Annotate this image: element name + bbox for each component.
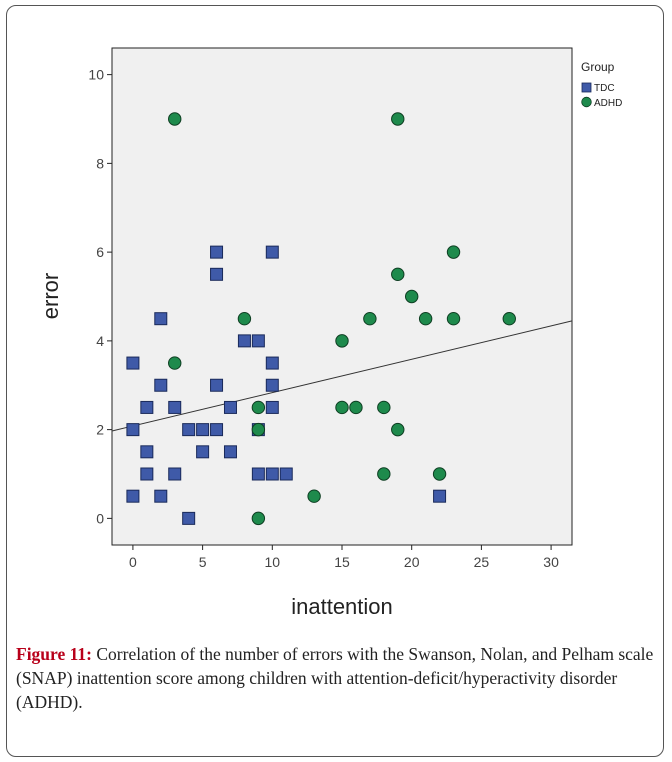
point-adhd [237, 311, 252, 326]
plot-area [111, 47, 573, 546]
caption-text: Correlation of the number of errors with… [16, 644, 654, 712]
y-tick-label: 10 [88, 67, 104, 83]
y-tick-label: 8 [96, 155, 104, 171]
point-adhd [502, 311, 516, 326]
fit-line [111, 320, 573, 432]
x-tick-label: 0 [129, 554, 137, 570]
point-adhd [432, 467, 447, 481]
point-tdc [237, 334, 251, 348]
point-tdc [126, 423, 140, 437]
point-tdc [279, 467, 293, 481]
point-adhd [446, 245, 461, 259]
point-adhd [377, 467, 391, 481]
point-adhd [335, 400, 349, 415]
point-tdc [265, 400, 279, 414]
point-tdc [182, 511, 196, 525]
y-axis-title: error [38, 273, 63, 319]
point-tdc [154, 489, 168, 503]
point-adhd [168, 356, 182, 370]
point-tdc [223, 445, 237, 459]
point-tdc [210, 423, 224, 437]
point-tdc [126, 489, 140, 503]
x-axis-title: inattention [291, 594, 393, 619]
x-tick-label: 10 [265, 554, 281, 570]
point-tdc [265, 378, 279, 392]
point-adhd [251, 511, 266, 526]
point-adhd [349, 400, 363, 415]
point-adhd [363, 311, 377, 326]
point-tdc [265, 467, 279, 481]
legend-label-tdc: TDC [594, 83, 615, 94]
legend: Group TDC ADHD [581, 60, 622, 109]
point-adhd [418, 311, 433, 326]
data-points [126, 112, 516, 526]
point-tdc [168, 467, 182, 481]
caption-label: Figure 11: [16, 644, 92, 664]
point-adhd [446, 311, 461, 326]
x-tick-label: 30 [543, 554, 559, 570]
point-tdc [196, 445, 210, 459]
legend-marker-tdc [581, 82, 592, 93]
point-tdc [154, 378, 168, 392]
point-adhd [391, 112, 405, 126]
point-adhd [335, 334, 349, 348]
point-tdc [251, 467, 265, 481]
y-tick-label: 4 [96, 333, 104, 349]
point-adhd [391, 267, 405, 282]
point-tdc [265, 245, 279, 259]
point-tdc [182, 423, 196, 437]
point-tdc [210, 378, 224, 392]
point-tdc [140, 445, 154, 459]
point-adhd [377, 400, 391, 415]
point-adhd [168, 112, 182, 126]
point-adhd [391, 422, 405, 437]
legend-title: Group [581, 60, 615, 74]
point-adhd [404, 289, 419, 304]
x-tick-label: 25 [474, 554, 490, 570]
point-tdc [223, 400, 237, 414]
point-tdc [196, 423, 210, 437]
y-tick-label: 2 [96, 422, 104, 438]
figure-caption: Figure 11: Correlation of the number of … [16, 642, 656, 714]
legend-marker-adhd [581, 96, 592, 108]
point-tdc [265, 356, 279, 370]
point-adhd [307, 489, 321, 503]
point-tdc [210, 267, 224, 281]
point-tdc [168, 400, 182, 414]
y-tick-label: 0 [96, 510, 104, 526]
point-tdc [210, 245, 224, 259]
point-adhd [251, 422, 266, 437]
point-tdc [126, 356, 140, 370]
scatter-chart: 0 2 4 6 8 10 0 5 10 15 20 25 30 inattention error G… [38, 47, 622, 619]
y-tick-label: 6 [96, 244, 104, 260]
point-tdc [433, 489, 447, 503]
x-tick-label: 15 [334, 554, 350, 570]
point-tdc [140, 467, 154, 481]
point-tdc [140, 400, 154, 414]
point-tdc [154, 312, 168, 326]
legend-label-adhd: ADHD [594, 98, 622, 109]
y-axis: 0 2 4 6 8 10 [88, 67, 112, 526]
x-tick-label: 20 [404, 554, 420, 570]
point-tdc [251, 334, 265, 348]
x-axis: 0 5 10 15 20 25 30 [129, 545, 559, 570]
point-adhd [251, 400, 266, 415]
x-tick-label: 5 [199, 554, 207, 570]
